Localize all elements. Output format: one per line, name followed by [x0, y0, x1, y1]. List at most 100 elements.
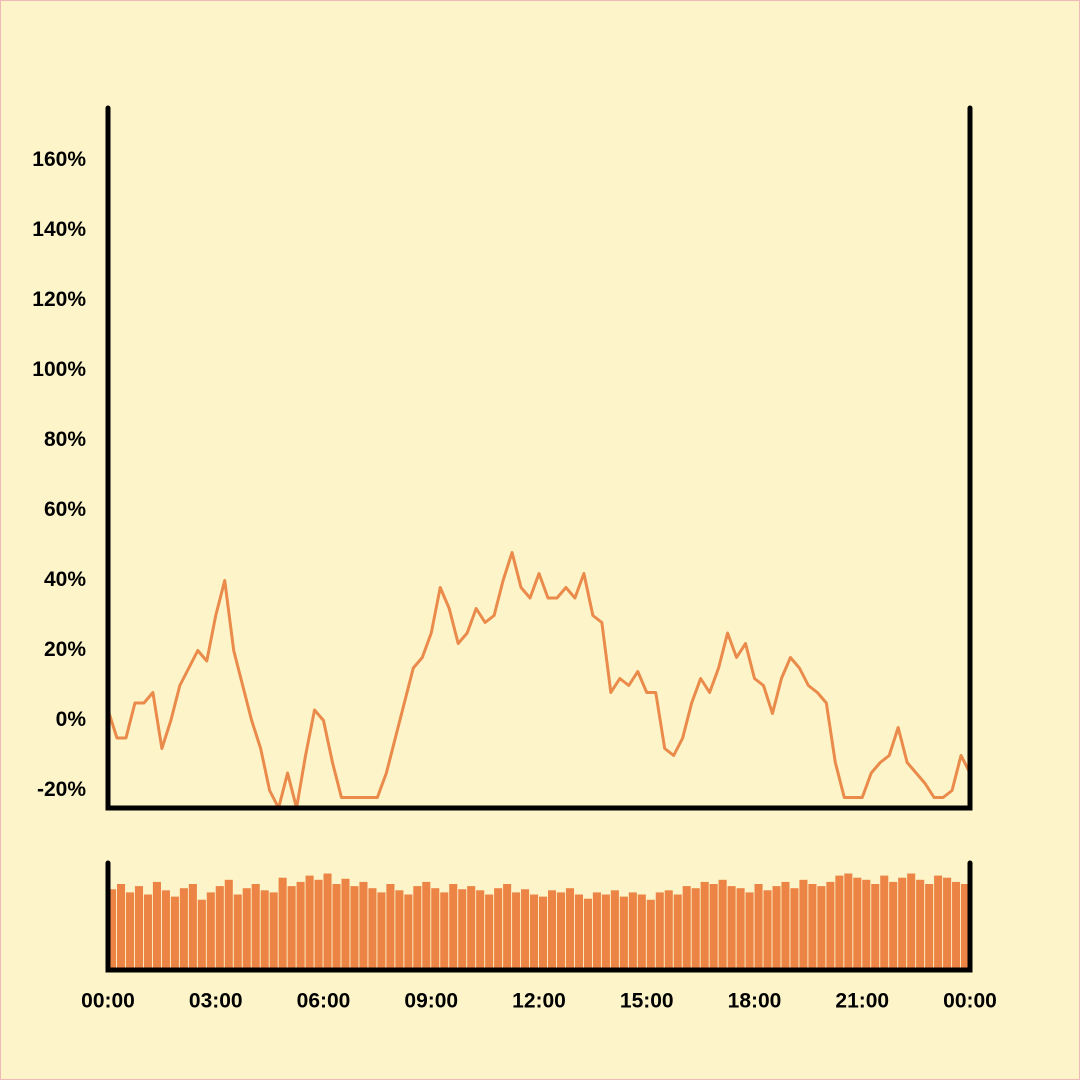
- volume-bar: [628, 892, 637, 968]
- y-tick-label: 140%: [32, 218, 86, 241]
- volume-bar: [835, 875, 844, 968]
- volume-bar: [916, 879, 925, 968]
- volume-bar: [359, 881, 368, 968]
- volume-bar: [745, 892, 754, 968]
- volume-bar: [862, 879, 871, 968]
- volume-bar: [404, 894, 413, 968]
- volume-bar: [673, 894, 682, 968]
- volume-bar: [781, 881, 790, 968]
- volume-bar: [619, 896, 628, 968]
- volume-bar: [431, 888, 440, 968]
- volume-bar: [161, 890, 170, 968]
- price-axes: [105, 105, 973, 811]
- volume-bar: [961, 884, 970, 968]
- volume-bar: [108, 889, 117, 968]
- volume-bar: [574, 894, 583, 968]
- volume-bar: [934, 875, 943, 968]
- volume-bar: [709, 884, 718, 968]
- x-tick-label: 00:00: [943, 990, 997, 1013]
- volume-bar: [287, 886, 296, 968]
- y-tick-label: 60%: [44, 498, 86, 521]
- volume-bar: [206, 892, 215, 968]
- volume-bar: [718, 879, 727, 968]
- volume-bar: [664, 890, 673, 968]
- volume-bar: [952, 881, 961, 968]
- volume-bar: [242, 888, 251, 968]
- volume-bar: [188, 884, 197, 968]
- volume-bar: [116, 884, 126, 968]
- volume-bar: [592, 892, 601, 968]
- volume-bar: [691, 888, 700, 968]
- volume-bar: [880, 875, 889, 968]
- volume-bar: [844, 873, 853, 968]
- y-tick-label: 160%: [32, 148, 86, 171]
- volume-bar: [808, 884, 817, 968]
- volume-bar: [278, 877, 287, 968]
- y-tick-label: 20%: [44, 638, 86, 661]
- x-tick-label: 18:00: [728, 990, 782, 1013]
- volume-bar: [386, 884, 395, 968]
- volume-bar: [152, 881, 161, 968]
- volume-bar: [341, 878, 350, 968]
- x-tick-label: 03:00: [189, 990, 243, 1013]
- volume-bar: [179, 888, 188, 968]
- volume-bar: [736, 888, 745, 968]
- volume-bar: [476, 890, 485, 968]
- volume-bar: [323, 873, 332, 968]
- volume-bar: [754, 884, 763, 968]
- volume-bar: [547, 890, 557, 968]
- volume-bar: [458, 889, 467, 968]
- volume-bar: [583, 898, 592, 968]
- volume-bar: [269, 892, 278, 968]
- volume-bar: [943, 877, 952, 968]
- volume-bar: [655, 892, 664, 968]
- volume-bar: [395, 890, 404, 968]
- x-tick-label: 09:00: [404, 990, 458, 1013]
- volume-bar: [556, 892, 566, 968]
- y-tick-label: 0%: [56, 708, 87, 731]
- volume-bar: [143, 894, 152, 968]
- volume-bar: [170, 896, 179, 968]
- volume-bar: [727, 886, 736, 968]
- volume-bar: [467, 886, 476, 968]
- volume-bar: [763, 890, 772, 968]
- volume-bar: [224, 879, 233, 968]
- volume-bar: [539, 896, 548, 968]
- volume-bar: [512, 892, 521, 968]
- volume-bar: [449, 884, 458, 968]
- y-tick-label: 120%: [32, 288, 86, 311]
- volume-bar: [925, 884, 934, 968]
- volume-bar: [260, 890, 269, 968]
- volume-bar: [440, 892, 449, 968]
- volume-bar: [826, 881, 835, 968]
- volume-bar: [368, 888, 377, 968]
- volume-bar: [817, 886, 826, 968]
- volume-bar: [215, 886, 224, 968]
- volume-bar: [125, 892, 135, 968]
- volume-bar: [350, 886, 359, 968]
- volume-bar: [700, 881, 709, 968]
- volume-bar: [682, 886, 691, 968]
- volume-bar: [853, 877, 862, 968]
- volume-bar: [422, 881, 431, 968]
- volume-bar: [907, 873, 916, 968]
- volume-bar: [889, 881, 898, 968]
- volume-bar: [251, 884, 260, 968]
- volume-bar: [485, 894, 494, 968]
- volume-bar: [871, 884, 880, 968]
- volume-bar: [799, 879, 808, 968]
- volume-bar: [377, 892, 386, 968]
- volume-bar: [530, 894, 539, 968]
- volume-bar: [898, 877, 907, 968]
- price-line: [106, 551, 972, 810]
- volume-bar: [601, 894, 610, 968]
- x-tick-label: 15:00: [620, 990, 674, 1013]
- volume-bar: [197, 899, 206, 968]
- volume-bar: [305, 875, 314, 968]
- y-tick-label: 100%: [32, 358, 86, 381]
- y-tick-label: 80%: [44, 428, 86, 451]
- volume-bar: [332, 884, 341, 968]
- y-tick-label: -20%: [37, 778, 86, 801]
- volume-bar: [521, 889, 530, 968]
